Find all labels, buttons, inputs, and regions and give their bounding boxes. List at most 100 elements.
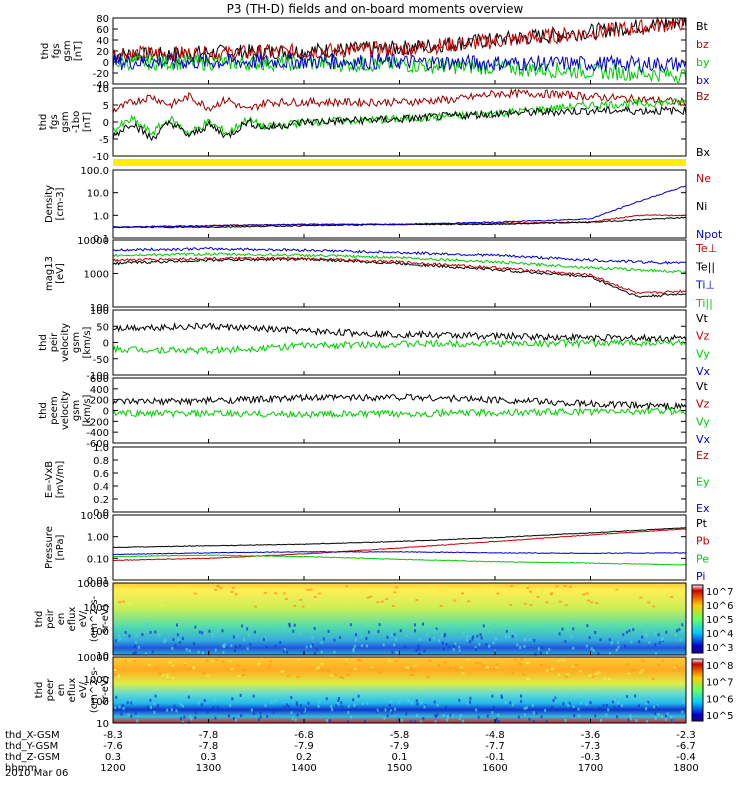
- panel-3-legend-1: Ni: [696, 200, 707, 213]
- panel-7: E=-VxB [mV/m] 1.0 0.8 0.6 0.4 0.2 0.0 Ez Ey Ex: [44, 443, 710, 519]
- panel-10-ytick: 100: [90, 697, 109, 708]
- panel-6-legend-1: Vz: [696, 398, 710, 411]
- panel-6-ylabel: gsm: [71, 400, 82, 421]
- panel-5-ytick: 50: [96, 322, 109, 333]
- panel-9-colorbar-tick: 10^3: [706, 643, 733, 654]
- panel-8: Pressure [nPa] 10.00 1.00 0.10 0.01 Pt Pb Pe Pi: [44, 511, 710, 587]
- panel-5-frame: [112, 309, 687, 376]
- panel-2-ytick: -10: [93, 152, 109, 163]
- panel-3-ytick: 0.1: [93, 234, 109, 245]
- panel-5-ylabel: [km/s]: [82, 326, 93, 358]
- panel-10-colorbar-tick: 10^8: [706, 661, 733, 672]
- panel-4-legend-1: Te||: [695, 260, 715, 273]
- panel-6-ytick: 400: [90, 385, 109, 396]
- panel-6-legend-0: Vt: [696, 380, 709, 393]
- panel-1-legend-2: by: [696, 56, 710, 69]
- panel-6-ylabel: [km/s]: [82, 394, 93, 426]
- panel-7-frame: [112, 446, 687, 513]
- panel-2-ylabel: fgs: [49, 114, 60, 129]
- panel-4-ytick: 10000: [77, 236, 109, 247]
- panel-6-ytick: 0: [103, 407, 109, 418]
- panel-7-legend-2: Ex: [696, 502, 710, 515]
- time-axis-value: -7.6: [103, 741, 123, 752]
- panel-4-series-Te||: [112, 257, 687, 299]
- panel-9-colorbar-tick: 10^6: [706, 601, 733, 612]
- time-axis-value: -7.9: [390, 741, 410, 752]
- panel-5: thd peir velocity gsm [km/s] 100 50 0 -50 -100 Vt V…: [38, 306, 711, 382]
- panel-9-ytick: 1000: [84, 603, 109, 614]
- panel-9-colorbar-tick: 10^5: [706, 615, 733, 626]
- panel-2-ylabel: [nT]: [82, 112, 93, 132]
- panel-4-ytick: 1000: [84, 270, 109, 281]
- panel-1-ylabel: fgs: [51, 43, 62, 58]
- panel-3: Density [cm-3] 100.0 10.0 1.0 0.1 Ne Ni Npot: [44, 166, 723, 245]
- panel-6-ytick: -400: [86, 428, 109, 439]
- panel-2-series-Bz: [112, 87, 687, 114]
- panel-4-legend-2: Ti⊥: [695, 279, 715, 292]
- panel-1-ytick: 20: [96, 47, 109, 58]
- panel-9-ytick: 10: [96, 651, 109, 662]
- panel-6-ylabel: thd: [38, 402, 49, 419]
- status-bar: [113, 159, 686, 166]
- panel-7-ytick: 0.8: [93, 456, 109, 467]
- panel-4-series-Ti||: [112, 252, 687, 274]
- panel-5-ytick: 100: [90, 306, 109, 317]
- panel-8-frame: [112, 514, 687, 581]
- time-axis-value: -7.9: [294, 741, 314, 752]
- panel-9-colorbar-tick: 10^4: [706, 629, 733, 640]
- panel-4-series-Ti⊥: [112, 246, 687, 265]
- panel-7-legend-1: Ey: [696, 476, 710, 489]
- panel-9: thd peir en eflux eV/(cm^2-s-sr-eV)100001000…: [34, 579, 733, 662]
- panel-2-ylabel: gsm: [60, 111, 71, 132]
- panel-1-ytick: -20: [93, 69, 109, 80]
- panel-6-ytick: -600: [86, 439, 109, 450]
- time-axis-value: -7.7: [485, 741, 505, 752]
- panel-9-ylabel: eV/: [78, 610, 89, 627]
- panel-3-series-Npot: [112, 185, 686, 229]
- panel-2-legend-0: Bz: [696, 90, 710, 103]
- panel-10-ytick: 1000: [84, 675, 109, 686]
- panel-5-legend-3: Vx: [696, 365, 711, 378]
- panel-2-ylabel: thd: [38, 114, 49, 131]
- panel-10-ylabel: thd: [34, 682, 45, 699]
- time-axis-value: -8.3: [103, 730, 123, 741]
- time-axis-value: -7.8: [199, 730, 219, 741]
- panel-6-ytick: 200: [90, 396, 109, 407]
- panel-3-legend-2: Npot: [696, 228, 723, 241]
- date-label: 2010 Mar 06: [5, 768, 68, 779]
- panel-7-ylabel: E=-VxB: [44, 461, 55, 498]
- panel-10-ylabel: peer: [45, 678, 56, 702]
- panel-8-legend-2: Pe: [696, 552, 709, 565]
- time-axis-value: 1200: [100, 763, 125, 774]
- panel-10-ylabel: (cm^2-s-: [89, 666, 100, 713]
- panel-4-ylabel: mag13: [44, 256, 55, 291]
- panel-2: thd fgs gsm -1bo [nT] 10 5 0 -5 -10 Bz Bx: [38, 84, 711, 163]
- time-axis-value: -7.3: [581, 741, 601, 752]
- panel-10-ylabel: sr-eV): [100, 675, 111, 704]
- panel-2-ylabel: -1bo: [71, 111, 82, 133]
- panel-1-legend-3: bx: [696, 74, 710, 87]
- panel-4-ytick: 100: [90, 303, 109, 314]
- panel-10-ytick: 10000: [77, 653, 109, 664]
- panel-2-series-By: [112, 98, 687, 138]
- time-axis-value: -2.3: [676, 730, 696, 741]
- panel-7-ylabel: [mV/m]: [55, 461, 66, 499]
- panel-2-ytick: 5: [103, 101, 109, 112]
- panel-5-ytick: 0: [103, 339, 109, 350]
- panel-5-legend-0: Vt: [696, 312, 709, 325]
- panel-9-ytick: 10000: [77, 579, 109, 590]
- panel-4: mag13 [eV] 10000 1000 100 Te⊥ Te|| Ti⊥ Ti||: [44, 236, 717, 314]
- time-axis-value: -0.4: [676, 752, 696, 763]
- panel-9-colorbar-tick: 10^7: [706, 587, 733, 598]
- panel-9-ylabel: (cm^2-s-: [89, 595, 100, 642]
- panel-10-colorbar-tick: 10^6: [706, 694, 733, 705]
- panel-1-legend-1: bz: [696, 38, 709, 51]
- panel-2-legend-1: Bx: [696, 146, 711, 159]
- time-axis-value: 1300: [196, 763, 221, 774]
- time-axis-value: -7.8: [199, 741, 219, 752]
- panel-3-ytick: 100.0: [80, 166, 109, 177]
- time-axis-value: 0.3: [201, 752, 217, 763]
- panel-5-series-Vt: [112, 321, 687, 343]
- panel-8-ytick: 10.00: [80, 511, 109, 522]
